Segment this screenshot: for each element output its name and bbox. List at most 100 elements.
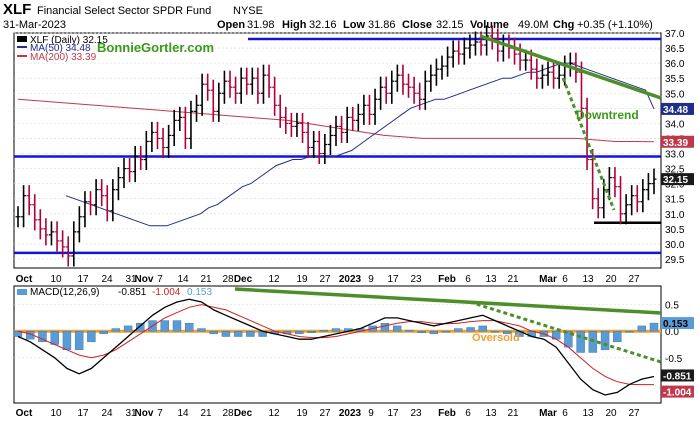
open-value: 31.98 [247, 19, 275, 31]
price-x-tick-label: 7 [157, 274, 163, 285]
price-tick-label: 30.0 [665, 240, 685, 251]
macd-hist-bar [136, 323, 145, 332]
macd-x-tick-label: 10 [50, 408, 62, 419]
macd-y-axis: 0.5 0.0 -0.5 [665, 301, 683, 365]
macd-hist-bar [319, 329, 328, 332]
macd-x-tick-label: 24 [101, 408, 113, 419]
price-x-tick-label: Nov [135, 274, 154, 285]
macd-x-tick-label: 21 [507, 408, 519, 419]
macd-hist-bar [576, 331, 585, 353]
macd-value-tag-bg [661, 369, 694, 382]
macd-x-tick-label: 12 [268, 408, 280, 419]
macd-line [17, 298, 655, 396]
macd-x-tick-label: 31 [125, 408, 137, 419]
price-x-tick-label: Mar [539, 274, 557, 285]
price-tick-label: 30.5 [665, 225, 685, 236]
macd-hist-bar [417, 331, 426, 334]
macd-hist-bar [62, 331, 72, 351]
price-x-tick-label: 9 [368, 274, 374, 285]
macd-hist-bar [649, 322, 659, 332]
macd-tick-label: 0.5 [665, 301, 679, 312]
macd-value-tag-label: 0.153 [663, 319, 688, 330]
price-x-tick-label: 6 [562, 274, 568, 285]
low-value: 31.86 [368, 19, 396, 31]
price-horizontal-lines [14, 37, 661, 255]
fund-name: Financial Select Sector SPDR Fund [37, 5, 211, 17]
macd-hist-bar [478, 325, 487, 332]
ma50-layer [65, 62, 655, 227]
close-label: Close [402, 19, 432, 31]
macd-dotted-trend-line [469, 300, 662, 364]
downtrend-line [479, 34, 662, 100]
value-tag-label: 34.48 [663, 105, 688, 116]
macd-hist-bar [123, 325, 133, 332]
macd-value-tag-label: -1.004 [663, 388, 692, 399]
price-x-tick-label: 14 [177, 274, 189, 285]
price-x-tick-label: 31 [125, 274, 137, 285]
macd-tick-label: 0.0 [665, 327, 679, 338]
legend-price-series: XLF (Daily) 32.15 [30, 35, 108, 46]
close-value: 32.15 [436, 19, 464, 31]
macd-downtrend-line [234, 287, 662, 315]
macd-hist-bar [331, 328, 341, 332]
macd-hist-bar [429, 331, 439, 335]
value-tag-label: 32.15 [663, 175, 688, 186]
price-tick-label: 29.5 [665, 255, 685, 266]
price-x-tick-label: Oct [16, 274, 33, 285]
macd-value-tags: 0.153 -0.851 -1.004 [661, 317, 694, 399]
macd-hist-bar [197, 328, 206, 332]
price-x-tick-label: 10 [50, 274, 62, 285]
macd-hist-bar [233, 331, 243, 337]
signal-line [17, 304, 654, 386]
macd-hist-bar [160, 320, 169, 332]
macd-hist-bar [380, 323, 390, 332]
price-x-tick-label: 19 [296, 274, 308, 285]
price-tick-label: 31.5 [665, 195, 685, 206]
macd-hist-bar [613, 331, 622, 343]
quote-stats: Open 31.98 High 32.16 Low 31.86 Close 32… [217, 19, 653, 31]
macd-hist-bar [246, 331, 255, 337]
price-tick-label: 36.0 [665, 59, 685, 70]
low-label: Low [343, 19, 365, 31]
macd-legend-value: -0.851 [118, 287, 147, 298]
macd-x-tick-label: Dec [234, 408, 253, 419]
legend-swatch-price [17, 36, 27, 42]
macd-x-tick-label: 17 [387, 408, 399, 419]
high-label: High [282, 19, 307, 31]
price-tick-label: 31.0 [665, 210, 685, 221]
price-x-tick-label: 2023 [339, 274, 362, 285]
macd-x-tick-label: 9 [368, 408, 374, 419]
macd-hist-bar [466, 327, 475, 332]
macd-hist-bar [295, 331, 304, 335]
macd-value-tag-bg [661, 317, 694, 330]
open-label: Open [217, 19, 245, 31]
price-tick-label: 37.0 [665, 29, 685, 40]
macd-x-tick-label: 2023 [339, 408, 362, 419]
macd-hist-bar [185, 323, 194, 332]
price-tick-label: 33.0 [665, 150, 685, 161]
watermark: BonnieGortler.com [97, 40, 214, 55]
exchange: NYSE [233, 5, 263, 17]
legend-swatch-macd [17, 289, 27, 295]
macd-value-tag-bg [661, 385, 694, 398]
price-x-tick-label: 21 [200, 274, 212, 285]
macd-x-tick-label: 14 [177, 408, 189, 419]
chg-label: Chg [553, 19, 574, 31]
chg-value: +0.35 (+1.10%) [577, 19, 653, 31]
macd-hist-bar [221, 331, 231, 337]
macd-hist-bar [172, 320, 182, 332]
high-value: 32.16 [309, 19, 337, 31]
macd-x-tick-label: 19 [296, 408, 308, 419]
macd-value-tag-label: -0.851 [663, 371, 692, 382]
price-x-tick-label: Dec [234, 274, 253, 285]
macd-x-tick-label: Nov [135, 408, 154, 419]
price-x-tick-label: 13 [582, 274, 594, 285]
quote-date: 31-Mar-2023 [3, 19, 66, 31]
macd-x-tick-label: 6 [562, 408, 568, 419]
price-value-tags: 34.48 33.39 32.15 [661, 102, 694, 186]
hist-legend-value: 0.153 [187, 287, 212, 298]
macd-x-tick-label: Mar [539, 408, 557, 419]
